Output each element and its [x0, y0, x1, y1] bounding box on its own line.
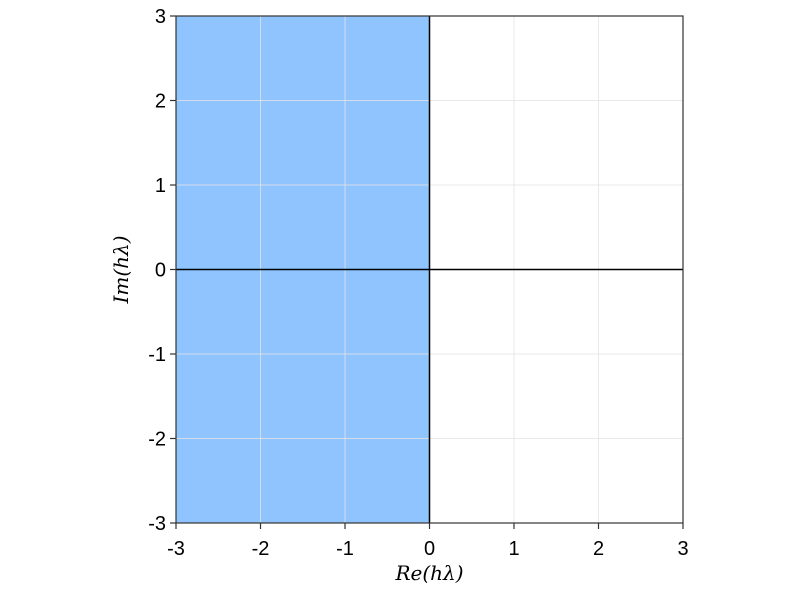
y-tick-label-4: 1 [155, 175, 166, 197]
y-tick-label-1: -2 [148, 429, 166, 451]
x-tick-label-3: 0 [424, 538, 435, 560]
x-ticks: -3 -2 -1 0 1 2 3 [167, 523, 689, 560]
y-ticks: -3 -2 -1 0 1 2 3 [148, 6, 176, 535]
y-tick-label-0: -3 [148, 513, 166, 535]
x-axis-label: Re(hλ) [394, 561, 463, 585]
x-tick-label-6: 3 [677, 538, 688, 560]
x-tick-label-0: -3 [167, 538, 185, 560]
x-tick-label-1: -2 [252, 538, 270, 560]
y-tick-label-3: 0 [155, 260, 166, 282]
reference-lines [176, 16, 683, 523]
x-tick-label-2: -1 [336, 538, 354, 560]
y-axis-label: Im(hλ) [109, 235, 133, 304]
y-tick-label-6: 3 [155, 6, 166, 28]
x-tick-label-4: 1 [508, 538, 519, 560]
y-tick-label-5: 2 [155, 91, 166, 113]
x-tick-label-5: 2 [593, 538, 604, 560]
y-tick-label-2: -1 [148, 344, 166, 366]
